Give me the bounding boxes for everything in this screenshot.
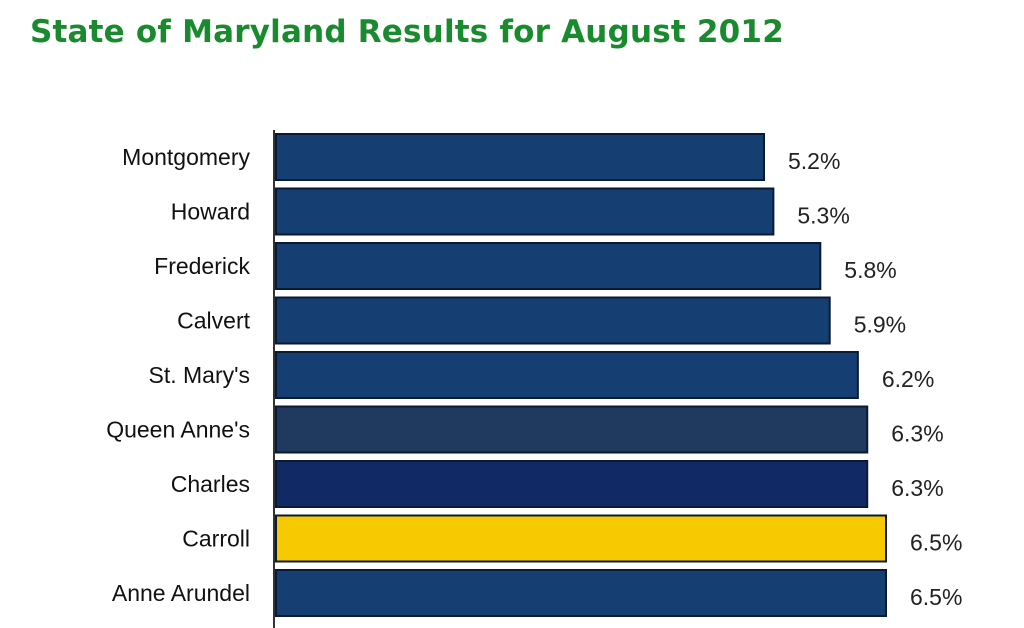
bars-group [275,133,887,617]
bar-calvert [275,296,831,345]
category-label: Frederick [154,253,250,279]
category-label: St. Mary's [148,362,250,388]
category-label: Montgomery [122,144,250,170]
data-label: 5.2% [788,148,840,174]
bar-charles [275,460,869,508]
bar-st-mary-s [275,351,859,399]
data-label: 6.2% [882,366,934,392]
bar-howard [275,187,775,236]
category-label: Charles [171,471,250,497]
bar-queen-anne-s [275,405,869,454]
category-labels: Montgomery Howard Frederick Calvert St. Mary… [106,144,250,606]
data-label: 6.3% [891,421,943,447]
bar-frederick [275,242,822,290]
data-label: 6.5% [910,584,962,610]
category-label: Calvert [177,308,250,334]
category-label: Howard [171,199,250,225]
category-label: Queen Anne's [106,417,250,443]
data-label: 5.3% [797,203,849,229]
data-label: 6.5% [910,530,962,556]
bar-carroll [275,514,887,563]
bar-anne-arundel [275,569,887,617]
category-label: Anne Arundel [112,580,250,606]
page-title: State of Maryland Results for August 201… [30,14,784,50]
data-label: 6.3% [891,475,943,501]
value-labels: 5.2% 5.3% 5.8% 5.9% 6.2% 6.3% 6.3% 6.5% 6.5% [788,148,962,610]
bar-montgomery [275,133,765,181]
category-label: Carroll [182,526,250,552]
data-label: 5.8% [844,257,896,283]
data-label: 5.9% [854,312,906,338]
